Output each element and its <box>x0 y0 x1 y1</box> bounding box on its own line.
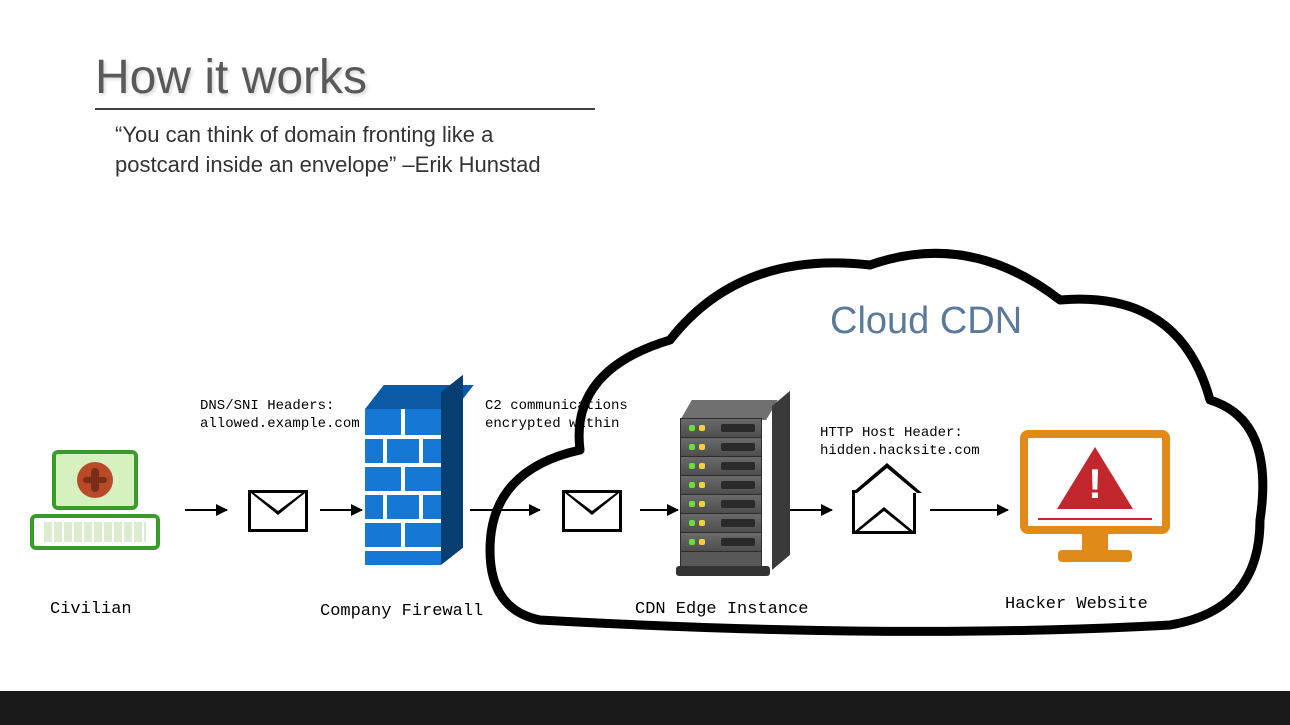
arrow-icon <box>320 509 362 511</box>
civilian-laptop-icon <box>30 450 160 560</box>
envelope-closed-icon <box>248 490 308 532</box>
bottom-bar <box>0 691 1290 725</box>
cloud-label: Cloud CDN <box>830 300 1022 343</box>
cdn-edge-label: CDN Edge Instance <box>635 600 808 619</box>
dns-sni-annotation: DNS/SNI Headers: allowed.example.com <box>200 397 360 433</box>
hacker-label: Hacker Website <box>1005 595 1148 614</box>
arrow-icon <box>930 509 1008 511</box>
civilian-label: Civilian <box>50 600 132 619</box>
cdn-server-icon <box>680 400 780 570</box>
firewall-icon <box>365 385 455 565</box>
hacker-monitor-icon: ! <box>1020 430 1170 570</box>
envelope-open-icon <box>852 490 916 534</box>
firewall-label: Company Firewall <box>320 602 483 621</box>
arrow-icon <box>790 509 832 511</box>
envelope-closed-icon <box>562 490 622 532</box>
arrow-icon <box>185 509 227 511</box>
host-header-annotation: HTTP Host Header: hidden.hacksite.com <box>820 424 980 460</box>
arrow-icon <box>470 509 540 511</box>
arrow-icon <box>640 509 678 511</box>
c2-annotation: C2 communications encrypted within <box>485 397 628 433</box>
